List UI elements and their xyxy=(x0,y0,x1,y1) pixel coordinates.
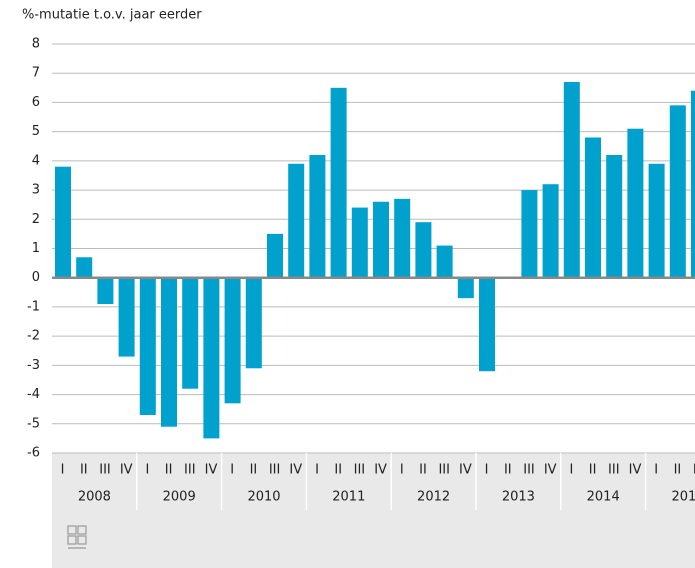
year-label: 2010 xyxy=(247,490,280,505)
y-tick-label: -3 xyxy=(27,358,40,373)
x-tick-label: II xyxy=(334,463,342,478)
bar xyxy=(76,257,93,278)
bar xyxy=(288,163,305,278)
x-tick-label: I xyxy=(569,463,573,478)
bar xyxy=(139,277,156,416)
y-tick-label: -2 xyxy=(27,329,40,344)
year-label: 2008 xyxy=(78,490,111,505)
bar xyxy=(118,277,135,357)
bar xyxy=(309,155,326,278)
x-tick-label: III xyxy=(608,463,620,478)
x-tick-label: IV xyxy=(629,463,642,478)
x-tick-label: II xyxy=(80,463,88,478)
year-label: 2012 xyxy=(417,490,450,505)
bar xyxy=(394,198,411,278)
y-tick-label: 3 xyxy=(32,183,40,198)
y-tick-label: 7 xyxy=(32,66,40,81)
x-tick-label: III xyxy=(269,463,281,478)
x-tick-label: II xyxy=(165,463,173,478)
bar xyxy=(479,277,495,372)
y-tick-label: 8 xyxy=(32,37,40,52)
x-tick-label: II xyxy=(674,463,682,478)
bar xyxy=(563,81,580,278)
x-tick-label: I xyxy=(230,463,234,478)
bar xyxy=(373,201,389,278)
x-tick-label: I xyxy=(145,463,149,478)
bar xyxy=(436,245,453,278)
bar xyxy=(691,90,695,278)
y-tick-label: 1 xyxy=(32,241,40,256)
x-tick-label: III xyxy=(438,463,450,478)
bar xyxy=(330,87,347,278)
y-tick-label: -5 xyxy=(27,416,40,431)
x-tick-label: III xyxy=(523,463,535,478)
x-tick-label: III xyxy=(354,463,366,478)
x-tick-label: I xyxy=(315,463,319,478)
x-tick-label: II xyxy=(419,463,427,478)
bar xyxy=(182,277,199,389)
x-tick-label: II xyxy=(504,463,512,478)
logo xyxy=(67,525,87,549)
bar xyxy=(267,233,283,278)
bar xyxy=(245,277,262,369)
bar xyxy=(648,163,665,278)
x-tick-label: IV xyxy=(120,463,133,478)
bar xyxy=(55,166,71,278)
x-tick-label: I xyxy=(654,463,658,478)
x-tick-label: I xyxy=(485,463,489,478)
bar xyxy=(585,137,601,278)
x-tick-label: III xyxy=(184,463,196,478)
y-tick-label: 0 xyxy=(32,270,40,285)
bar xyxy=(97,277,114,305)
bar xyxy=(351,207,368,278)
y-tick-label: -1 xyxy=(27,299,40,314)
year-label: 2011 xyxy=(332,490,365,505)
year-label: 2009 xyxy=(163,490,196,505)
x-tick-label: IV xyxy=(289,463,302,478)
x-tick-label: II xyxy=(589,463,597,478)
x-tick-label: I xyxy=(400,463,404,478)
axis-band xyxy=(52,453,695,568)
year-label: 2015 xyxy=(671,490,695,505)
x-tick-label: II xyxy=(250,463,258,478)
bar xyxy=(669,105,686,278)
bar xyxy=(521,190,538,278)
bar xyxy=(606,155,623,278)
bar xyxy=(415,222,432,278)
x-tick-label: IV xyxy=(374,463,387,478)
bar xyxy=(457,277,474,299)
x-tick-label: III xyxy=(99,463,111,478)
chart-title: %-mutatie t.o.v. jaar eerder xyxy=(22,8,202,23)
y-tick-label: 6 xyxy=(32,95,40,110)
year-label: 2014 xyxy=(587,490,620,505)
year-label: 2013 xyxy=(502,490,535,505)
y-tick-label: 4 xyxy=(32,153,40,168)
bar xyxy=(161,277,177,427)
bar xyxy=(203,277,220,439)
x-tick-label: IV xyxy=(459,463,472,478)
bar xyxy=(542,184,559,278)
x-tick-label: III xyxy=(693,463,695,478)
y-tick-label: 5 xyxy=(32,124,40,139)
bar xyxy=(224,277,241,404)
x-tick-label: IV xyxy=(544,463,557,478)
y-tick-label: -6 xyxy=(27,446,40,461)
y-tick-label: -4 xyxy=(27,387,40,402)
x-tick-label: IV xyxy=(205,463,218,478)
y-tick-label: 2 xyxy=(32,212,40,227)
x-tick-label: I xyxy=(61,463,65,478)
bar xyxy=(627,128,644,278)
